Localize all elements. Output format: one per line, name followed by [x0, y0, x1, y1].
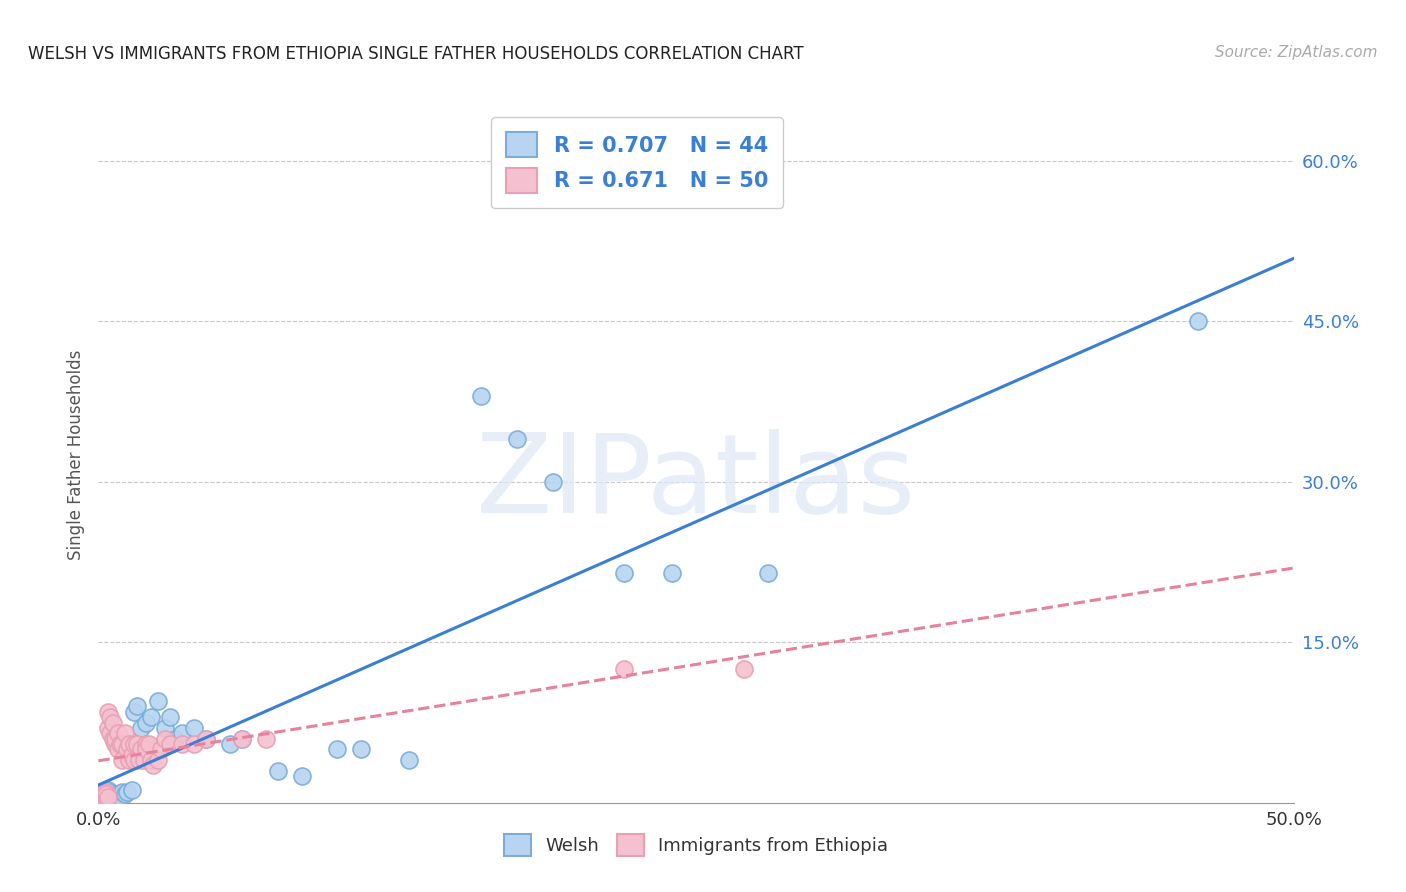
Point: [231, 731, 253, 746]
Point: [121, 783, 143, 797]
Point: [125, 737, 148, 751]
Point: [159, 737, 181, 751]
Point: [128, 753, 150, 767]
Point: [111, 753, 134, 767]
Text: WELSH VS IMMIGRANTS FROM ETHIOPIA SINGLE FATHER HOUSEHOLDS CORRELATION CHART: WELSH VS IMMIGRANTS FROM ETHIOPIA SINGLE…: [28, 45, 804, 62]
Point: [138, 737, 160, 751]
Point: [98, 710, 122, 724]
Point: [91, 785, 114, 799]
Point: [172, 726, 194, 740]
Point: [90, 787, 112, 801]
Point: [148, 753, 170, 767]
Point: [97, 783, 120, 797]
Point: [94, 787, 117, 801]
Text: Source: ZipAtlas.com: Source: ZipAtlas.com: [1215, 45, 1378, 60]
Point: [470, 389, 492, 403]
Point: [111, 737, 134, 751]
Point: [254, 731, 277, 746]
Point: [90, 785, 112, 799]
Point: [94, 785, 117, 799]
Point: [91, 787, 114, 801]
Point: [98, 792, 122, 806]
Point: [131, 742, 153, 756]
Point: [107, 726, 129, 740]
Y-axis label: Single Father Households: Single Father Households: [67, 350, 86, 560]
Point: [108, 737, 131, 751]
Point: [350, 742, 373, 756]
Point: [104, 787, 127, 801]
Point: [97, 790, 120, 805]
Point: [132, 753, 155, 767]
Point: [104, 731, 127, 746]
Point: [90, 787, 112, 801]
Point: [267, 764, 290, 778]
Point: [98, 726, 122, 740]
Point: [118, 753, 141, 767]
Point: [124, 753, 146, 767]
Point: [195, 731, 218, 746]
Point: [124, 737, 146, 751]
Point: [139, 710, 162, 724]
Point: [733, 662, 755, 676]
Point: [90, 790, 112, 805]
Point: [91, 790, 114, 805]
Point: [219, 737, 242, 751]
Point: [114, 726, 136, 740]
Point: [104, 737, 127, 751]
Point: [1187, 314, 1209, 328]
Point: [149, 742, 172, 756]
Point: [97, 721, 120, 735]
Point: [326, 742, 349, 756]
Point: [139, 753, 162, 767]
Point: [131, 721, 153, 735]
Point: [398, 753, 420, 767]
Point: [159, 710, 181, 724]
Point: [183, 737, 205, 751]
Point: [94, 787, 117, 801]
Point: [756, 566, 779, 580]
Point: [98, 785, 122, 799]
Point: [135, 737, 157, 751]
Point: [613, 566, 636, 580]
Point: [94, 792, 117, 806]
Point: [231, 731, 253, 746]
Point: [148, 694, 170, 708]
Point: [94, 790, 117, 805]
Point: [121, 747, 143, 762]
Point: [613, 662, 636, 676]
Point: [97, 790, 120, 805]
Point: [163, 731, 186, 746]
Point: [291, 769, 314, 783]
Point: [172, 737, 194, 751]
Point: [111, 785, 134, 799]
Legend: Welsh, Immigrants from Ethiopia: Welsh, Immigrants from Ethiopia: [496, 827, 896, 863]
Point: [107, 787, 129, 801]
Text: ZIPatlas: ZIPatlas: [477, 429, 915, 536]
Point: [115, 785, 138, 799]
Point: [183, 721, 205, 735]
Point: [541, 475, 564, 489]
Point: [108, 790, 131, 805]
Point: [661, 566, 683, 580]
Point: [115, 742, 138, 756]
Point: [155, 731, 177, 746]
Point: [195, 731, 218, 746]
Point: [135, 715, 157, 730]
Point: [101, 731, 124, 746]
Point: [107, 742, 129, 756]
Point: [114, 787, 136, 801]
Point: [155, 721, 177, 735]
Point: [91, 790, 114, 805]
Point: [124, 705, 146, 719]
Point: [135, 742, 157, 756]
Point: [506, 432, 529, 446]
Point: [101, 715, 124, 730]
Point: [97, 705, 120, 719]
Point: [142, 758, 165, 772]
Point: [91, 785, 114, 799]
Point: [118, 737, 141, 751]
Point: [125, 699, 148, 714]
Point: [90, 790, 112, 805]
Point: [101, 790, 124, 805]
